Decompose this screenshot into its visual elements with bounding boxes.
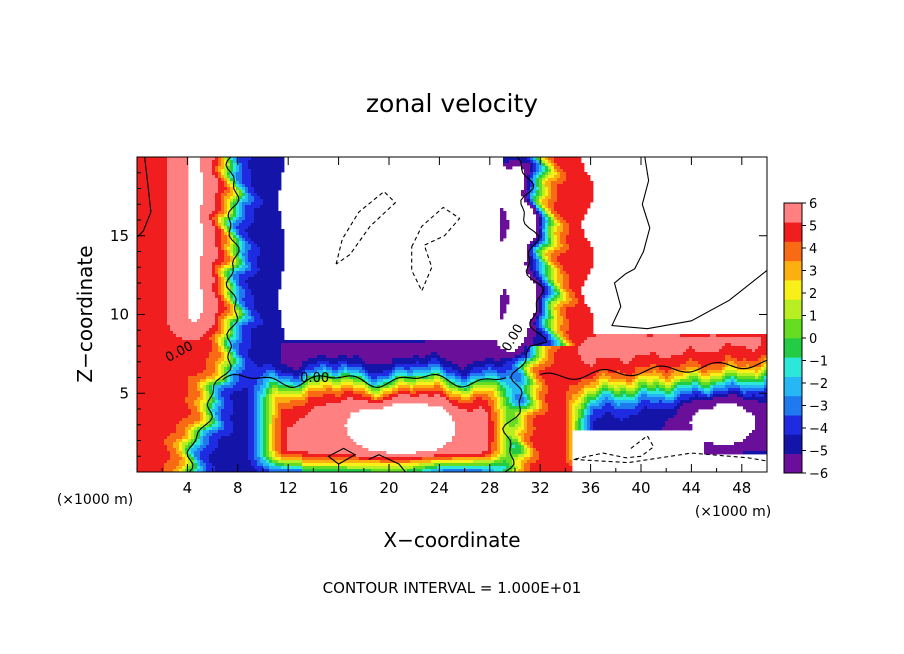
colorbar-tick-label: −6 — [809, 467, 828, 482]
contour-small-arc — [368, 454, 406, 472]
colorbar-swatch — [784, 222, 802, 242]
colorbar: 6 5 4 3 2 1 0 −1 −2 −3 −4 −5 −6 — [783, 197, 828, 482]
contour-left-edge — [137, 157, 152, 238]
colorbar-tick-label: 5 — [809, 220, 817, 235]
colorbar-swatch — [784, 395, 802, 416]
zero-contour-right — [540, 359, 767, 380]
contour-lines — [137, 157, 767, 472]
x-tick-label: 36 — [581, 479, 600, 497]
x-tick-label: 48 — [732, 479, 751, 497]
velocity-field — [137, 157, 767, 472]
colorbar-swatch — [784, 203, 802, 223]
colorbar-tick-label: −5 — [809, 445, 828, 460]
x-tick-label: 8 — [233, 479, 243, 497]
colorbar-tick-label: −2 — [809, 377, 828, 392]
dashed-contour-2 — [411, 206, 461, 293]
zero-contour-middle — [222, 373, 507, 388]
colorbar-swatch — [784, 338, 802, 358]
chart-title: zonal velocity — [366, 89, 538, 118]
x-tick-label: 12 — [279, 479, 298, 497]
x-tick-label: 40 — [631, 479, 650, 497]
zero-contour-center — [502, 157, 548, 472]
x-axis-unit-right: (×1000 m) — [695, 504, 771, 520]
contour-small-loop — [327, 447, 357, 465]
x-tick-label: 16 — [329, 479, 348, 497]
y-axis-label: Z−coordinate — [73, 245, 97, 382]
colorbar-swatch — [784, 241, 802, 262]
colorbar-tick-label: 6 — [809, 197, 817, 212]
x-axis-unit-left: (×1000 m) — [57, 492, 133, 508]
x-tick-label: 20 — [379, 479, 398, 497]
dashed-contour-1 — [335, 190, 397, 265]
x-axis: 4 8 12 16 20 24 28 32 36 40 44 48 — [161, 157, 751, 497]
dashed-contour-3 — [572, 434, 767, 464]
colorbar-swatch — [784, 318, 802, 339]
x-tick-label: 24 — [430, 479, 449, 497]
colorbar-swatch — [784, 376, 802, 397]
colorbar-tick-label: 2 — [809, 287, 817, 302]
y-tick-label: 15 — [110, 227, 129, 245]
colorbar-tick-label: 4 — [809, 242, 817, 257]
colorbar-swatch — [784, 434, 802, 455]
x-axis-label: X−coordinate — [383, 528, 520, 552]
contour-upper-right-stem — [625, 157, 651, 275]
colorbar-tick-label: −1 — [809, 355, 828, 370]
colorbar-swatch — [784, 260, 802, 281]
x-tick-label: 32 — [531, 479, 550, 497]
x-tick-label: 28 — [480, 479, 499, 497]
zero-contour-left — [186, 157, 240, 472]
contour-label: 0.00 — [300, 371, 329, 386]
colorbar-tick-label: −3 — [809, 400, 828, 415]
y-tick-label: 10 — [110, 306, 129, 324]
x-tick-label: 44 — [682, 479, 701, 497]
y-axis: 5 10 15 — [110, 172, 767, 457]
colorbar-swatch — [784, 415, 802, 435]
colorbar-swatch — [784, 299, 802, 320]
colorbar-tick-label: −4 — [809, 422, 828, 437]
y-tick-label: 5 — [119, 384, 129, 402]
x-tick-label: 4 — [183, 479, 193, 497]
contour-interval-note: CONTOUR INTERVAL = 1.000E+01 — [323, 579, 582, 597]
colorbar-swatch — [784, 453, 802, 474]
colorbar-swatch — [784, 280, 802, 300]
colorbar-tick-label: 3 — [809, 265, 817, 280]
colorbar-tick-label: 0 — [809, 332, 817, 347]
colorbar-swatch — [784, 357, 802, 377]
colorbar-tick-label: 1 — [809, 310, 817, 325]
contour-upper-right — [611, 269, 767, 330]
